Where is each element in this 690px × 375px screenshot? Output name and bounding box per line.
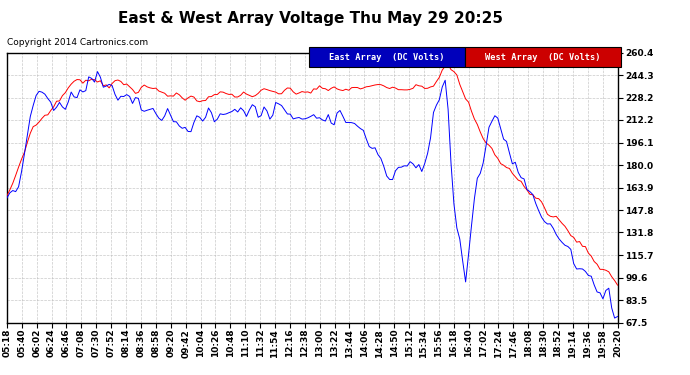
Bar xyxy=(309,47,465,68)
Text: East & West Array Voltage Thu May 29 20:25: East & West Array Voltage Thu May 29 20:… xyxy=(118,11,503,26)
Text: West Array  (DC Volts): West Array (DC Volts) xyxy=(484,53,600,62)
Text: East Array  (DC Volts): East Array (DC Volts) xyxy=(329,53,444,62)
Bar xyxy=(465,47,620,68)
Text: Copyright 2014 Cartronics.com: Copyright 2014 Cartronics.com xyxy=(7,38,148,47)
